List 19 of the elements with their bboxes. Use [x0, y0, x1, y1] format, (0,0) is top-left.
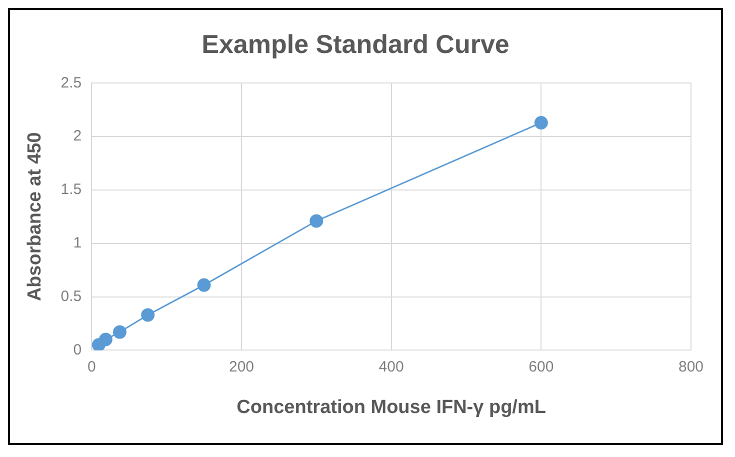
y-tick-label: 0.5: [60, 288, 82, 305]
point: [310, 214, 324, 228]
y-tick-label: 2: [73, 128, 82, 145]
point: [534, 116, 548, 130]
y-tick-label: 1.5: [60, 181, 82, 198]
point: [197, 278, 211, 292]
point: [141, 308, 155, 322]
x-tick-label: 800: [678, 358, 704, 376]
point: [98, 332, 112, 346]
x-tick-label: 200: [228, 358, 254, 376]
chart-title: Example Standard Curve: [202, 28, 510, 59]
x-tick-label: 400: [378, 358, 404, 376]
y-tick-label: 2.5: [60, 74, 82, 92]
y-tick-label: 0: [73, 341, 82, 358]
x-tick-label: 0: [87, 358, 96, 376]
y-axis-title: Absorbance at 450: [24, 132, 46, 302]
y-tick-label: 1: [73, 234, 82, 252]
point: [112, 325, 126, 339]
x-tick-label: 600: [528, 358, 554, 376]
